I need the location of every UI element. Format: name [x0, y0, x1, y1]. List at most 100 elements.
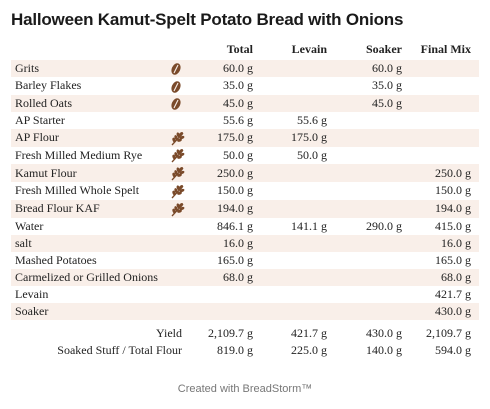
summary-levain: 225.0 g: [261, 341, 335, 359]
table-row: AP Flour 175.0 g 175.0 g: [11, 128, 479, 147]
ingredient-name: Grits: [11, 60, 166, 78]
table-row: Carmelized or Grilled Onions 68.0 g 68.0 g: [11, 268, 479, 286]
levain-amount: 141.1 g: [291, 218, 327, 233]
ingredient-rows: Grits 60.0 g 60.0 g Barley Flakes 35.0 g 35.0…: [11, 60, 479, 320]
summary-final-mix: 2,109.7 g: [410, 319, 479, 342]
summary-row: Soaked Stuff / Total Flour 819.0 g 225.0 g…: [11, 341, 479, 359]
table-row: Kamut Flour 250.0 g 250.0 g: [11, 164, 479, 182]
total-amount: 846.1 g: [217, 218, 253, 233]
summary-rows: Yield 2,109.7 g 421.7 g 430.0 g 2,109.7 g Soa…: [11, 319, 479, 359]
final-mix-amount: [410, 147, 479, 165]
icon-cell: [166, 252, 190, 269]
final-mix-amount: [410, 112, 479, 129]
table-row: Bread Flour KAF 194.0 g 194.0 g: [11, 199, 479, 218]
soaker-amount: [335, 128, 410, 147]
soaker-amount: [335, 199, 410, 218]
ingredient-name: Water: [15, 218, 44, 233]
ingredient-name: AP Starter: [15, 112, 65, 127]
total-amount: 50.0 g: [223, 147, 253, 162]
total-amount: 194.0 g: [190, 199, 261, 218]
wheat-icon: [166, 164, 190, 182]
ingredient-name: salt: [11, 234, 166, 252]
total-amount: 35.0 g: [223, 78, 253, 93]
final-mix-amount: 430.0 g: [410, 302, 479, 320]
levain-amount: [261, 268, 335, 286]
ingredient-name: Fresh Milled Whole Spelt: [15, 183, 140, 198]
icon-cell: [166, 234, 190, 252]
levain-amount: [261, 286, 335, 303]
soaker-amount: 290.0 g: [366, 218, 402, 233]
levain-amount: [261, 94, 335, 112]
total-amount: 16.0 g: [190, 234, 261, 252]
soaker-amount: [335, 302, 410, 320]
header-total: Total: [226, 42, 253, 56]
icon-cell: [166, 218, 190, 235]
levain-amount: [261, 199, 335, 218]
table-row: Fresh Milled Whole Spelt 150.0 g 150.0 g: [11, 182, 479, 200]
ingredient-name: AP Flour: [11, 128, 166, 147]
levain-amount: [261, 234, 335, 252]
soaker-amount: [335, 182, 410, 200]
table-row: Soaker 430.0 g: [11, 302, 479, 320]
final-mix-amount: 68.0 g: [410, 268, 479, 286]
wheat-icon: [166, 147, 190, 165]
header-final-mix: Final Mix: [420, 42, 471, 56]
table-row: Levain 421.7 g: [11, 286, 479, 303]
final-mix-amount: 16.0 g: [410, 234, 479, 252]
final-mix-amount: [410, 128, 479, 147]
levain-amount: [261, 77, 335, 94]
levain-amount: 55.6 g: [297, 112, 327, 127]
final-mix-amount: 150.0 g: [435, 183, 471, 198]
header-ingredient: [11, 40, 166, 60]
ingredient-name: Carmelized or Grilled Onions: [11, 268, 166, 286]
footer-credit: Created with BreadStorm™: [177, 383, 313, 395]
table-row: Water 846.1 g 141.1 g 290.0 g 415.0 g: [11, 218, 479, 235]
summary-row: Yield 2,109.7 g 421.7 g 430.0 g 2,109.7 g: [11, 319, 479, 342]
final-mix-amount: [410, 94, 479, 112]
summary-soaker: 430.0 g: [335, 319, 410, 342]
table-row: Rolled Oats 45.0 g 45.0 g: [11, 94, 479, 112]
total-amount: 60.0 g: [190, 60, 261, 78]
soaker-amount: 60.0 g: [335, 60, 410, 78]
grain-seed-icon: [166, 77, 190, 94]
icon-cell: [166, 268, 190, 286]
summary-final-mix: 594.0 g: [410, 341, 479, 359]
soaker-amount: 35.0 g: [372, 78, 402, 93]
ingredient-name: Kamut Flour: [11, 164, 166, 182]
ingredient-table: Total Levain Soaker Final Mix Grits 60.0 …: [11, 40, 479, 359]
recipe-title: Halloween Kamut-Spelt Potato Bread with …: [11, 10, 404, 29]
levain-amount: [261, 252, 335, 269]
soaker-amount: [335, 112, 410, 129]
icon-cell: [166, 286, 190, 303]
levain-amount: [261, 60, 335, 78]
total-amount: 175.0 g: [190, 128, 261, 147]
summary-label: Soaked Stuff / Total Flour: [11, 341, 190, 359]
levain-amount: [261, 302, 335, 320]
final-mix-amount: [410, 60, 479, 78]
wheat-icon: [166, 182, 190, 200]
ingredient-name: Soaker: [11, 302, 166, 320]
icon-cell: [166, 112, 190, 129]
soaker-amount: 45.0 g: [335, 94, 410, 112]
total-amount: 55.6 g: [223, 112, 253, 127]
soaker-amount: [335, 147, 410, 165]
total-amount: [190, 302, 261, 320]
total-amount: [190, 286, 261, 303]
final-mix-amount: 250.0 g: [410, 164, 479, 182]
wheat-icon: [166, 199, 190, 218]
summary-label: Yield: [11, 319, 190, 342]
ingredient-name: Bread Flour KAF: [11, 199, 166, 218]
table-row: Grits 60.0 g 60.0 g: [11, 60, 479, 78]
icon-cell: [166, 302, 190, 320]
summary-total: 819.0 g: [190, 341, 261, 359]
soaker-amount: [335, 286, 410, 303]
total-amount: 68.0 g: [190, 268, 261, 286]
summary-total: 2,109.7 g: [190, 319, 261, 342]
ingredient-name: Barley Flakes: [15, 78, 82, 93]
ingredient-name: Fresh Milled Medium Rye: [15, 147, 143, 162]
final-mix-amount: 165.0 g: [435, 252, 471, 267]
final-mix-amount: [410, 77, 479, 94]
ingredient-name: Rolled Oats: [11, 94, 166, 112]
final-mix-amount: 194.0 g: [410, 199, 479, 218]
